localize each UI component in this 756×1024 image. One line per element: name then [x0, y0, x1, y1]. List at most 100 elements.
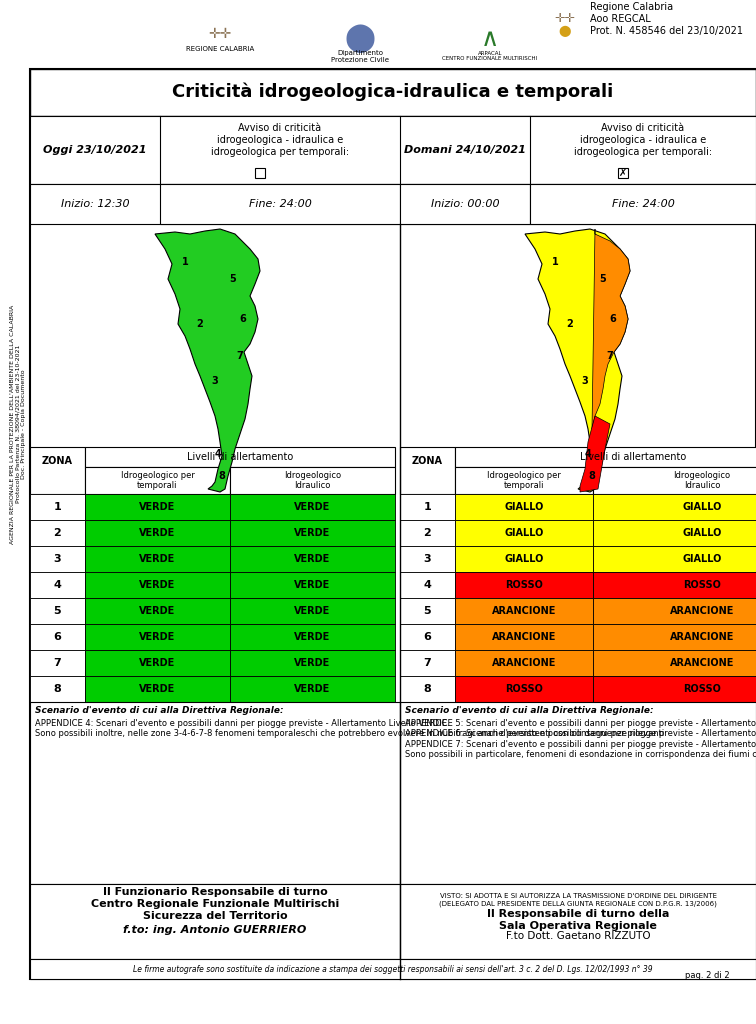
Text: VERDE: VERDE: [294, 684, 330, 694]
Bar: [30, 598, 85, 624]
Bar: [400, 546, 455, 572]
Text: APPENDICE 5: Scenari d'evento e possibili danni per piogge previste - Allertamen: APPENDICE 5: Scenari d'evento e possibil…: [405, 719, 756, 759]
Text: Domani 24/10/2021: Domani 24/10/2021: [404, 145, 526, 155]
Bar: [230, 650, 395, 676]
Bar: [530, 184, 756, 224]
Text: VERDE: VERDE: [139, 528, 175, 538]
Polygon shape: [592, 229, 630, 429]
Bar: [30, 702, 400, 884]
Bar: [593, 494, 756, 520]
Text: 5: 5: [600, 274, 606, 284]
Bar: [230, 494, 395, 520]
Bar: [455, 676, 593, 702]
Bar: [230, 520, 395, 546]
Bar: [400, 676, 455, 702]
Text: VERDE: VERDE: [139, 632, 175, 642]
Text: 8: 8: [589, 471, 596, 481]
Bar: [85, 676, 230, 702]
Bar: [455, 546, 593, 572]
Text: VERDE: VERDE: [294, 528, 330, 538]
Bar: [30, 959, 756, 979]
Text: GIALLO: GIALLO: [683, 554, 722, 564]
Text: 8: 8: [218, 471, 225, 481]
Text: 1: 1: [181, 257, 188, 267]
Text: ARANCIONE: ARANCIONE: [492, 658, 556, 668]
Bar: [230, 598, 395, 624]
Text: Criticità idrogeologica-idraulica e temporali: Criticità idrogeologica-idraulica e temp…: [172, 83, 614, 101]
Text: 2: 2: [197, 319, 203, 329]
Text: 3: 3: [54, 554, 61, 564]
Bar: [593, 546, 756, 572]
Text: 4: 4: [54, 580, 61, 590]
Text: 4: 4: [423, 580, 432, 590]
Text: ⬤: ⬤: [559, 26, 572, 37]
Bar: [400, 650, 455, 676]
Text: ARANCIONE: ARANCIONE: [670, 658, 734, 668]
Text: ROSSO: ROSSO: [683, 684, 721, 694]
Text: 3: 3: [212, 376, 218, 386]
Bar: [400, 598, 455, 624]
Bar: [230, 572, 395, 598]
Text: 4: 4: [215, 449, 222, 459]
Text: Livelli di allertamento: Livelli di allertamento: [187, 452, 293, 462]
Text: VERDE: VERDE: [294, 632, 330, 642]
Bar: [30, 0, 756, 74]
Bar: [400, 702, 756, 884]
Bar: [30, 546, 85, 572]
Text: 2: 2: [567, 319, 573, 329]
Text: GIALLO: GIALLO: [683, 502, 722, 512]
Text: VERDE: VERDE: [139, 606, 175, 616]
Text: Idrogeologico per
temporali: Idrogeologico per temporali: [120, 471, 194, 490]
Bar: [455, 520, 593, 546]
Text: ZONA: ZONA: [42, 456, 73, 466]
Bar: [230, 676, 395, 702]
Bar: [230, 624, 395, 650]
Text: 1: 1: [552, 257, 559, 267]
Text: VERDE: VERDE: [294, 580, 330, 590]
Bar: [30, 624, 85, 650]
Text: Scenario d'evento di cui alla Direttiva Regionale:: Scenario d'evento di cui alla Direttiva …: [405, 706, 654, 715]
Text: Idrogeologico per
temporali: Idrogeologico per temporali: [487, 471, 561, 490]
Bar: [400, 572, 455, 598]
Text: 1: 1: [423, 502, 432, 512]
Text: Il Funzionario Responsabile di turno
Centro Regionale Funzionale Multirischi
Sic: Il Funzionario Responsabile di turno Cen…: [91, 888, 339, 921]
Text: ROSSO: ROSSO: [505, 580, 543, 590]
Text: 2: 2: [54, 528, 61, 538]
Text: 2: 2: [423, 528, 432, 538]
Text: REGIONE CALABRIA: REGIONE CALABRIA: [186, 46, 254, 52]
Bar: [593, 676, 756, 702]
Text: ✗: ✗: [619, 168, 627, 178]
Bar: [85, 624, 230, 650]
Text: 3: 3: [581, 376, 588, 386]
Text: Inizio: 00:00: Inizio: 00:00: [431, 199, 499, 209]
Text: pag. 2 di 2: pag. 2 di 2: [686, 972, 730, 981]
Text: ⬤: ⬤: [345, 25, 376, 53]
Text: VERDE: VERDE: [139, 658, 175, 668]
Text: Idrogeologico
Idraulico: Idrogeologico Idraulico: [284, 471, 341, 490]
Bar: [85, 494, 230, 520]
Text: Inizio: 12:30: Inizio: 12:30: [60, 199, 129, 209]
Bar: [30, 116, 756, 184]
Text: VERDE: VERDE: [139, 554, 175, 564]
Text: Idrogeologico
Idraulico: Idrogeologico Idraulico: [674, 471, 730, 490]
Bar: [30, 520, 85, 546]
Bar: [455, 572, 593, 598]
Text: ARANCIONE: ARANCIONE: [492, 632, 556, 642]
Bar: [593, 650, 756, 676]
Text: 3: 3: [423, 554, 432, 564]
Text: ∧: ∧: [481, 27, 499, 51]
Bar: [30, 572, 85, 598]
Text: f.to: ing. Antonio GUERRIERO: f.to: ing. Antonio GUERRIERO: [123, 925, 307, 935]
Text: ROSSO: ROSSO: [683, 580, 721, 590]
Bar: [400, 447, 455, 494]
Bar: [230, 546, 395, 572]
Text: AGENZIA REGIONALE PER LA PROTEZIONE DELL'AMBIENTE DELLA CALABRIA
Protocollo Part: AGENZIA REGIONALE PER LA PROTEZIONE DELL…: [10, 304, 26, 544]
Text: 7: 7: [237, 351, 243, 361]
Text: 6: 6: [54, 632, 61, 642]
Bar: [85, 447, 395, 467]
Polygon shape: [155, 229, 260, 492]
Text: ARANCIONE: ARANCIONE: [670, 632, 734, 642]
Bar: [30, 447, 85, 494]
Text: 5: 5: [423, 606, 432, 616]
Bar: [618, 168, 628, 178]
